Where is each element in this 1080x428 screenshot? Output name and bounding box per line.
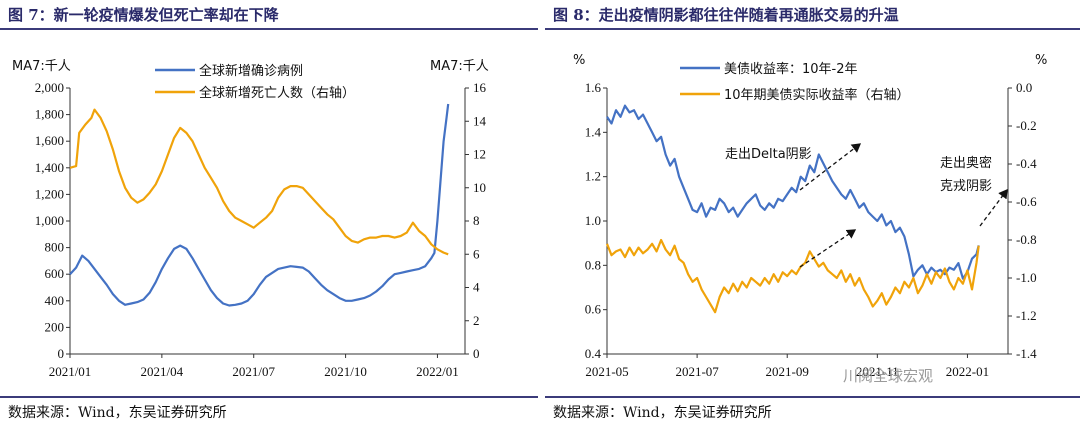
x-tick-label: 2021/10 [324,364,367,379]
annotation-omicron-line2: 克戎阴影 [940,179,992,194]
right-tick-label: 0.0 [1016,80,1032,95]
series-line-1 [69,103,450,307]
x-tick-label: 2021/07 [232,364,275,379]
right-tick-label: 16 [473,80,487,95]
left-axis-label: MA7:千人 [12,59,71,74]
right-tick-label: 2 [473,313,480,328]
left-tick-label: 200 [45,319,65,334]
right-tick-label: -0.8 [1016,232,1037,247]
left-tick-label: 2,000 [35,80,64,95]
figure-8-source: 数据来源：Wind，东吴证券研究所 [553,405,772,421]
left-tick-label: 0 [58,346,65,361]
right-tick-label: 14 [473,113,487,128]
figure-8-top-rule [545,28,1080,30]
left-tick-label: 1.4 [585,124,602,139]
left-tick-label: 1.6 [585,80,602,95]
figure-7-chart: 0 200 400 600 800 1,000 1,200 1,400 1,600 1,800 2,… [12,59,489,379]
x-tick-label: 2021-11 [856,364,899,379]
left-tick-label: 1.2 [585,169,601,184]
right-tick-label: -1.2 [1016,308,1037,323]
legend-label-2: 全球新增死亡人数（右轴） [199,85,355,101]
annotation-arrow [799,229,857,268]
legend-label-1: 美债收益率：10年-2年 [724,61,858,77]
x-tick-label: 2021-05 [585,364,628,379]
series-line-2 [69,108,449,256]
left-tick-label: 0.8 [585,257,601,272]
right-tick-label: 10 [473,180,486,195]
left-tick-label: 800 [45,240,65,255]
right-tick-label: -0.6 [1016,194,1037,209]
figure-7-source: 数据来源：Wind，东吴证券研究所 [8,405,227,421]
left-tick-label: 600 [45,266,65,281]
series-line-2 [605,238,980,314]
left-tick-label: 1.0 [585,213,601,228]
right-axis-label: MA7:千人 [430,59,489,74]
x-tick-label: 2021/01 [49,364,92,379]
annotation-omicron-line1: 走出奥密 [940,155,992,171]
legend-label-1: 全球新增确诊病例 [199,63,303,79]
left-tick-label: 400 [45,293,65,308]
right-tick-label: 6 [473,246,480,261]
figure-8-bottom-rule [545,396,1080,398]
figure-8-panel: 图 8：走出疫情阴影都往往伴随着再通胀交易的升温 0.4 0.6 0.8 1.0 1.2… [545,0,1080,428]
x-tick-label: 2021/04 [141,364,184,379]
x-tick-label: 2021-09 [766,364,809,379]
figure-8-chart: 0.4 0.6 0.8 1.0 1.2 1.4 1.6 -1.4 -1.2 -1.0 -0.8 -0.… [573,53,1047,379]
right-tick-label: -1.4 [1016,346,1037,361]
annotation-delta: 走出Delta阴影 [725,147,812,162]
right-tick-label: -0.2 [1016,118,1037,133]
figure-8-title: 图 8：走出疫情阴影都往往伴随着再通胀交易的升温 [553,6,899,24]
left-tick-label: 1,000 [35,213,64,228]
left-tick-label: 0.4 [585,346,602,361]
right-tick-label: 4 [473,280,480,295]
right-tick-label: 8 [473,213,480,228]
right-tick-label: -1.0 [1016,270,1037,285]
x-tick-label: 2022/01 [416,364,459,379]
left-tick-label: 0.6 [585,302,602,317]
left-tick-label: 1,600 [35,133,64,148]
annotation-arrow [979,188,1008,227]
right-tick-label: -0.4 [1016,156,1037,171]
left-tick-label: 1,400 [35,160,64,175]
x-tick-label: 2022-01 [946,364,989,379]
left-tick-label: 1,200 [35,186,64,201]
figure-7-bottom-rule [0,396,538,398]
figure-7-top-rule [0,28,538,30]
annotation-arrow [799,143,862,191]
watermark-text: 川阅全球宏观 [843,367,934,385]
series-line-1 [606,104,980,280]
left-axis-label: % [573,53,585,68]
legend-label-2: 10年期美债实际收益率（右轴） [724,87,910,103]
right-tick-label: 0 [473,346,480,361]
left-tick-label: 1,800 [35,107,64,122]
x-tick-label: 2021-07 [675,364,719,379]
figure-7-title: 图 7：新一轮疫情爆发但死亡率却在下降 [8,6,279,24]
right-axis-label: % [1035,53,1047,68]
figure-7-panel: 图 7：新一轮疫情爆发但死亡率却在下降 0 200 400 600 800 1,000 1,… [0,0,538,428]
right-tick-label: 12 [473,147,486,162]
